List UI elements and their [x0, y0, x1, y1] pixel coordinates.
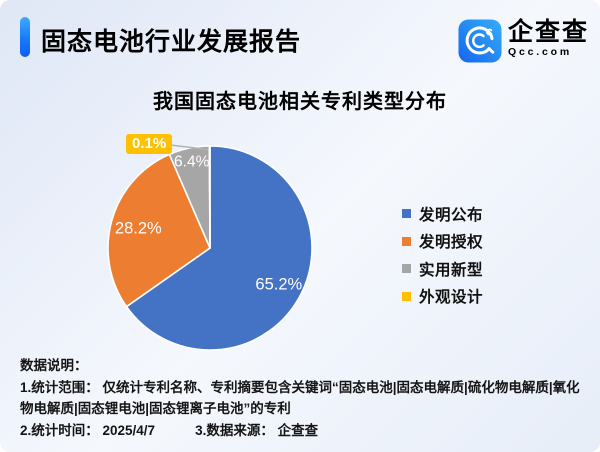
- legend-item-4: 外观设计: [402, 283, 483, 311]
- legend-item-1: 发明公布: [402, 200, 483, 228]
- qcc-logo-icon: [458, 19, 502, 63]
- legend-swatch-icon: [402, 264, 411, 274]
- legend-swatch-icon: [402, 291, 411, 301]
- legend-label: 外观设计: [419, 289, 484, 307]
- callout-leader-line: [165, 143, 209, 151]
- pie-chart: 65.2% 28.2% 6.4%: [107, 143, 313, 351]
- legend-item-3: 实用新型: [402, 255, 483, 283]
- page-title: 固态电池行业发展报告: [41, 28, 302, 56]
- pie-slice-4: [208, 145, 211, 249]
- legend-label: 发明公布: [419, 206, 484, 224]
- notes-stat-date: 2.统计时间： 2025/4/7: [20, 422, 156, 438]
- legend-label: 发明授权: [419, 234, 484, 252]
- title-accent-bar: [20, 17, 30, 57]
- slice-label-3: 6.4%: [174, 154, 210, 171]
- logo-name: 企查查: [508, 18, 590, 46]
- legend-swatch-icon: [402, 236, 411, 246]
- legend-swatch-icon: [402, 209, 411, 219]
- data-notes: 数据说明： 1.统计范围： 仅统计专利名称、专利摘要包含关键词“固态电池|固态电…: [20, 355, 586, 441]
- legend-label: 实用新型: [419, 261, 484, 279]
- qcc-logo: 企查查 Qcc.com: [458, 19, 589, 63]
- callout-design-share: 0.1%: [126, 134, 173, 154]
- legend-item-2: 发明授权: [402, 228, 483, 256]
- pie-slice-1: [125, 145, 313, 351]
- notes-source: 3.数据来源： 企查查: [195, 422, 319, 438]
- chart-title: 我国固态电池相关专利类型分布: [153, 91, 447, 113]
- notes-scope: 1.统计范围： 仅统计专利名称、专利摘要包含关键词“固态电池|固态电解质|硫化物…: [20, 379, 580, 417]
- slice-label-2: 28.2%: [115, 220, 162, 238]
- notes-heading: 数据说明：: [20, 358, 88, 373]
- qcc-logo-text: 企查查 Qcc.com: [508, 19, 589, 58]
- chart-legend: 发明公布发明授权实用新型外观设计: [402, 200, 483, 310]
- pie-slice-2: [107, 153, 211, 308]
- logo-domain: Qcc.com: [508, 46, 572, 58]
- slice-label-1: 65.2%: [255, 276, 302, 294]
